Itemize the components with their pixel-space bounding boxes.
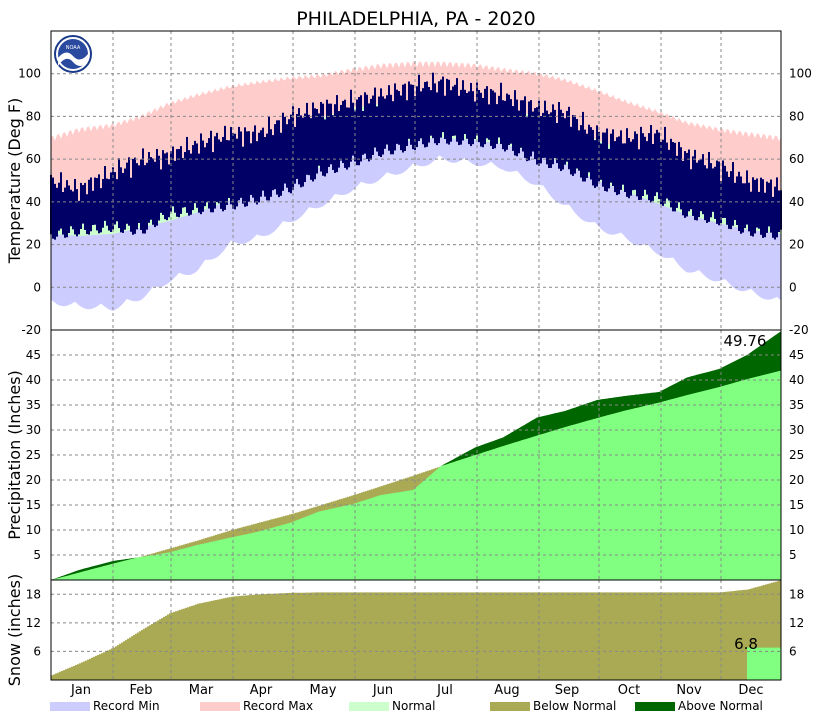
legend-swatch bbox=[50, 702, 90, 711]
legend: Record Min Record Max Normal Below Normal Ab… bbox=[50, 699, 763, 713]
legend-item: Record Min bbox=[50, 699, 160, 713]
month-label: Dec bbox=[738, 683, 763, 698]
precipitation-tick-left: 45 bbox=[26, 348, 41, 362]
precipitation-tick-left: 25 bbox=[26, 448, 41, 462]
legend-swatch bbox=[635, 702, 675, 711]
legend-swatch bbox=[349, 702, 389, 711]
snow-tick-right: 6 bbox=[789, 644, 797, 658]
legend-swatch bbox=[200, 702, 240, 711]
legend-label: Record Max bbox=[243, 699, 313, 713]
month-axis: Jan Feb Mar Apr May Jun Jul Aug Sep Oct Nov Dec bbox=[70, 683, 764, 698]
precipitation-tick-right: 25 bbox=[789, 448, 804, 462]
month-label: May bbox=[310, 683, 337, 698]
temperature-tick-right: 40 bbox=[789, 195, 804, 209]
snow-actual-area bbox=[747, 647, 781, 680]
temperature-tick-right: 20 bbox=[789, 238, 804, 252]
temperature-tick-left: 60 bbox=[26, 152, 41, 166]
month-label: Apr bbox=[250, 683, 273, 698]
month-label: Jun bbox=[372, 683, 393, 698]
snow-tick-right: 12 bbox=[789, 616, 804, 630]
month-label: Jul bbox=[436, 683, 453, 698]
precipitation-tick-left: 35 bbox=[26, 398, 41, 412]
month-label: Nov bbox=[676, 683, 702, 698]
snow-total-label: 6.8 bbox=[734, 635, 758, 653]
snow-fills bbox=[51, 580, 781, 680]
month-label: Oct bbox=[618, 683, 640, 698]
chart-title: PHILADELPHIA, PA - 2020 bbox=[296, 8, 536, 30]
snow-tick-left: 18 bbox=[26, 587, 41, 601]
snow-ylabel: Snow (inches) bbox=[5, 574, 24, 686]
precipitation-tick-left: 5 bbox=[33, 548, 41, 562]
month-label: Aug bbox=[494, 683, 519, 698]
temperature-tick-right: 60 bbox=[789, 152, 804, 166]
precipitation-fills bbox=[51, 331, 781, 580]
precipitation-tick-right: 35 bbox=[789, 398, 804, 412]
month-label: Feb bbox=[129, 683, 152, 698]
precipitation-tick-right: 15 bbox=[789, 498, 804, 512]
precipitation-grid bbox=[50, 330, 781, 580]
month-label: Jan bbox=[70, 683, 91, 698]
temperature-tick-left: 80 bbox=[26, 109, 41, 123]
precip-total-label: 49.76 bbox=[724, 332, 767, 350]
precipitation-tick-left: 40 bbox=[26, 373, 41, 387]
snow-tick-right: 18 bbox=[789, 587, 804, 601]
month-label: Sep bbox=[555, 683, 580, 698]
legend-label: Normal bbox=[392, 699, 435, 713]
precipitation-tick-left: 10 bbox=[26, 523, 41, 537]
noaa-logo: NOAA bbox=[54, 35, 92, 73]
temperature-tick-right: 100 bbox=[789, 67, 812, 81]
month-label: Mar bbox=[189, 683, 214, 698]
temperature-tick-left: 20 bbox=[26, 238, 41, 252]
precipitation-tick-right: 10 bbox=[789, 523, 804, 537]
temperature-tick-right: 0 bbox=[789, 280, 797, 294]
precipitation-tick-right: 20 bbox=[789, 473, 804, 487]
legend-label: Below Normal bbox=[533, 699, 616, 713]
legend-item: Record Max bbox=[200, 699, 313, 713]
snow-tick-left: 12 bbox=[26, 616, 41, 630]
snow-grid bbox=[50, 580, 781, 680]
precipitation-tick-left: 15 bbox=[26, 498, 41, 512]
precipitation-tick-left: 30 bbox=[26, 423, 41, 437]
temperature-tick-right: 80 bbox=[789, 109, 804, 123]
precipitation-tick-right: 40 bbox=[789, 373, 804, 387]
legend-swatch bbox=[490, 702, 530, 711]
temperature-tick-right: -20 bbox=[789, 323, 809, 337]
temperature-ylabel: Temperature (Deg F) bbox=[5, 98, 24, 265]
snow-frame bbox=[50, 579, 782, 681]
temperature-tick-left: 40 bbox=[26, 195, 41, 209]
legend-label: Above Normal bbox=[678, 699, 763, 713]
precipitation-tick-right: 5 bbox=[789, 548, 797, 562]
temperature-tick-left: -20 bbox=[21, 323, 41, 337]
snow-tick-left: 6 bbox=[33, 644, 41, 658]
snow-normal-area bbox=[51, 580, 781, 680]
legend-item: Normal bbox=[349, 699, 435, 713]
temperature-tick-left: 100 bbox=[18, 67, 41, 81]
precipitation-tick-right: 45 bbox=[789, 348, 804, 362]
temperature-panel: -20 -20 0 0 20 20 40 40 60 60 80 80 100 100 Temperatur… bbox=[5, 30, 812, 337]
temperature-tick-left: 0 bbox=[33, 280, 41, 294]
precipitation-tick-right: 30 bbox=[789, 423, 804, 437]
precipitation-ylabel: Precipitation (Inches) bbox=[5, 370, 24, 540]
legend-item: Below Normal bbox=[490, 699, 616, 713]
noaa-logo-text: NOAA bbox=[66, 45, 81, 51]
actual-temperature-bars bbox=[50, 72, 782, 240]
precipitation-tick-left: 20 bbox=[26, 473, 41, 487]
legend-label: Record Min bbox=[93, 699, 160, 713]
record-min-band bbox=[51, 132, 781, 311]
legend-item: Above Normal bbox=[635, 699, 763, 713]
